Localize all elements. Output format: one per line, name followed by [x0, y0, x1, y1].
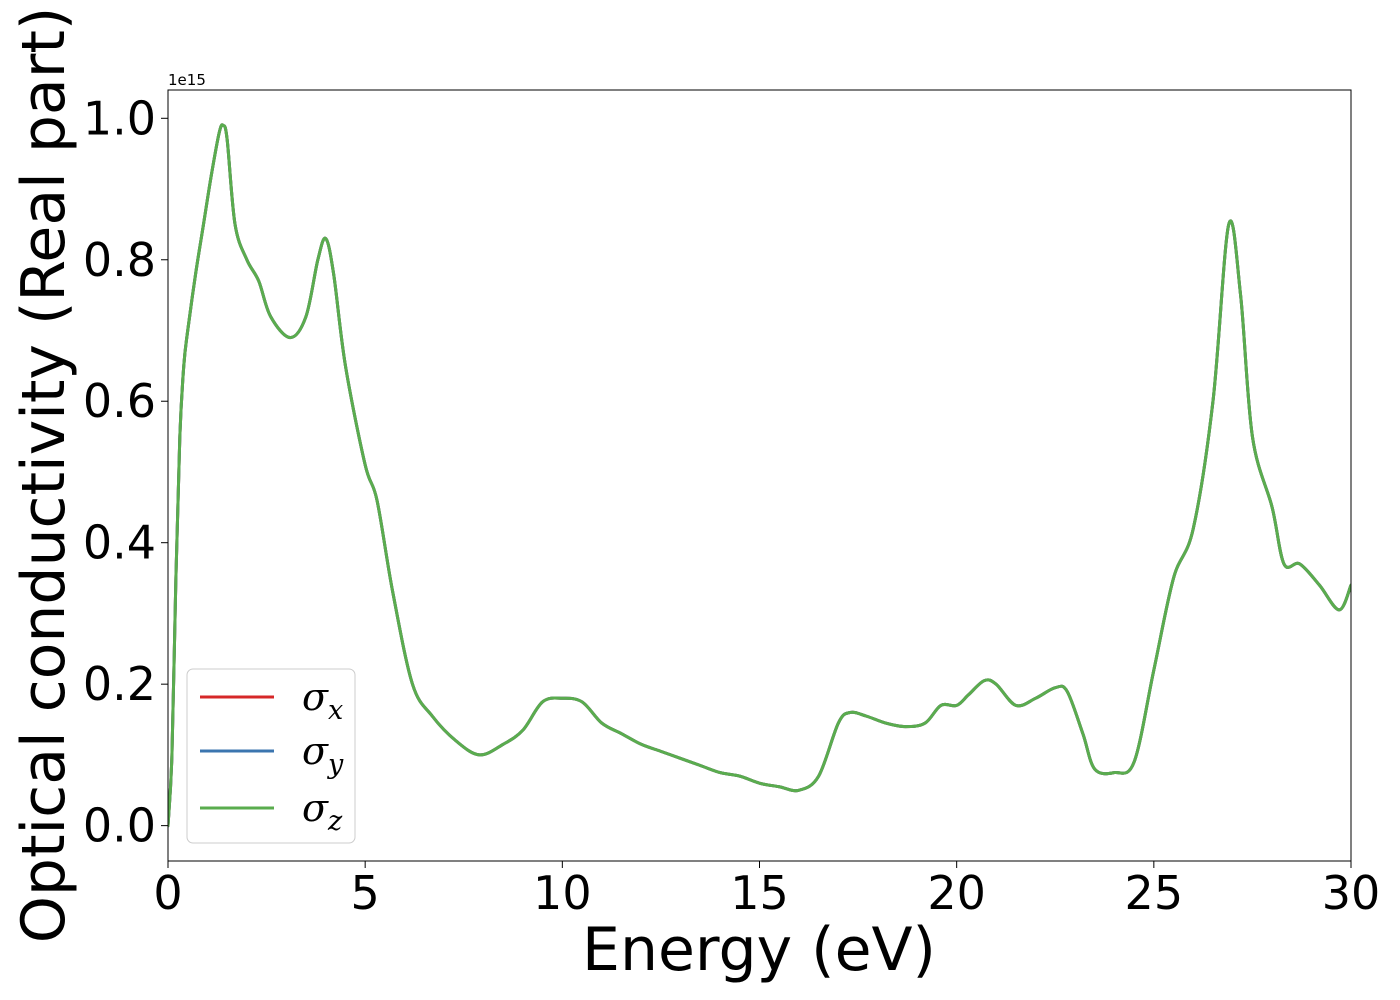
y-offset-label: 1e15: [168, 71, 206, 89]
x-tick-label: 0: [153, 866, 182, 920]
series-layer: [168, 123, 1351, 828]
legend-label: σx: [302, 675, 343, 726]
x-tick-label: 5: [351, 866, 380, 920]
legend-label: σz: [302, 786, 343, 837]
y-tick-label: 0.6: [83, 374, 156, 428]
y-tick-label: 0.8: [83, 233, 156, 287]
x-tick-label: 20: [927, 866, 986, 920]
y-tick-label: 0.2: [83, 657, 156, 711]
x-tick-label: 15: [730, 866, 789, 920]
y-tick-label: 0.0: [83, 799, 156, 853]
x-axis-label: Energy (eV): [582, 915, 936, 985]
x-axis: 0 5 10 15 20 25 30: [153, 861, 1380, 920]
legend-box: [186, 668, 356, 844]
y-axis: 0.0 0.2 0.4 0.6 0.8 1.0: [83, 91, 168, 853]
y-tick-label: 0.4: [83, 516, 156, 570]
x-tick-label: 25: [1125, 866, 1184, 920]
x-tick-label: 30: [1322, 866, 1381, 920]
y-tick-label: 1.0: [83, 91, 156, 145]
y-axis-label: Optical conductivity (Real part): [9, 7, 79, 944]
series-line-sigma-z: [168, 123, 1351, 828]
x-tick-label: 10: [533, 866, 592, 920]
legend-label: σy: [302, 729, 344, 780]
